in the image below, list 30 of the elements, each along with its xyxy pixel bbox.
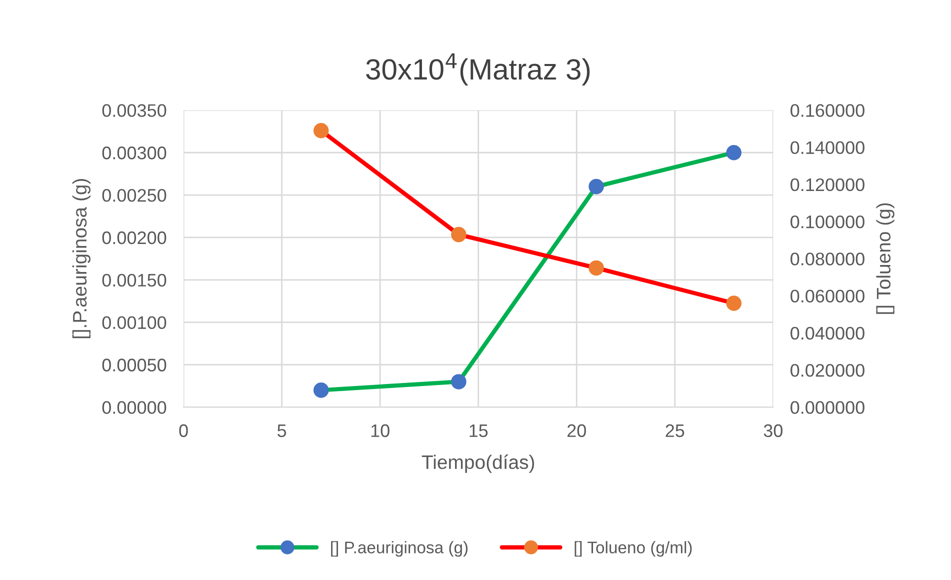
x-axis-title: Tiempo(días) — [422, 454, 534, 473]
x-tick-label: 0 — [179, 424, 188, 438]
chart-title: 30x10$^{4}$(Matraz 3) — [366, 53, 590, 86]
y2-tick-label: 0.000000 — [790, 401, 864, 414]
y2-tick-label: 0.140000 — [790, 141, 864, 154]
x-tick-label: 5 — [278, 424, 286, 438]
y-tick-label: 0.00200 — [102, 231, 166, 244]
x-tick-label: 15 — [470, 424, 488, 438]
y2-tick-label: 0.040000 — [790, 326, 864, 340]
x-tick-label: 20 — [567, 424, 586, 438]
x-tick-label: 25 — [666, 424, 684, 438]
y2-tick-label: 0.080000 — [790, 252, 864, 266]
y-tick-label: 0.00100 — [102, 316, 166, 330]
y2-tick-label: 0.060000 — [790, 290, 864, 303]
y-tick-label: 0.00050 — [102, 358, 166, 372]
x-tick-label: 10 — [371, 424, 390, 438]
y2-tick-label: 0.160000 — [790, 104, 864, 117]
y2-tick-label: 0.100000 — [790, 215, 864, 228]
legend-label: [] Tolueno (g/ml) — [574, 541, 692, 557]
y-axis-title: [].P.aeuriginosa (g) — [72, 178, 91, 338]
x-tick-label: 30 — [764, 424, 782, 438]
y2-tick-label: 0.020000 — [790, 364, 864, 377]
y-tick-label: 0.00150 — [102, 274, 166, 287]
legend-label: [] P.aeuriginosa (g) — [331, 541, 468, 557]
y2-axis-title: [] Tolueno (g) — [876, 203, 894, 314]
y-tick-label: 0.00250 — [102, 188, 166, 202]
y-tick-label: 0.00350 — [102, 104, 166, 117]
y2-tick-label: 0.120000 — [790, 178, 864, 192]
y-tick-label: 0.00000 — [102, 401, 166, 414]
y-tick-label: 0.00300 — [102, 146, 166, 160]
